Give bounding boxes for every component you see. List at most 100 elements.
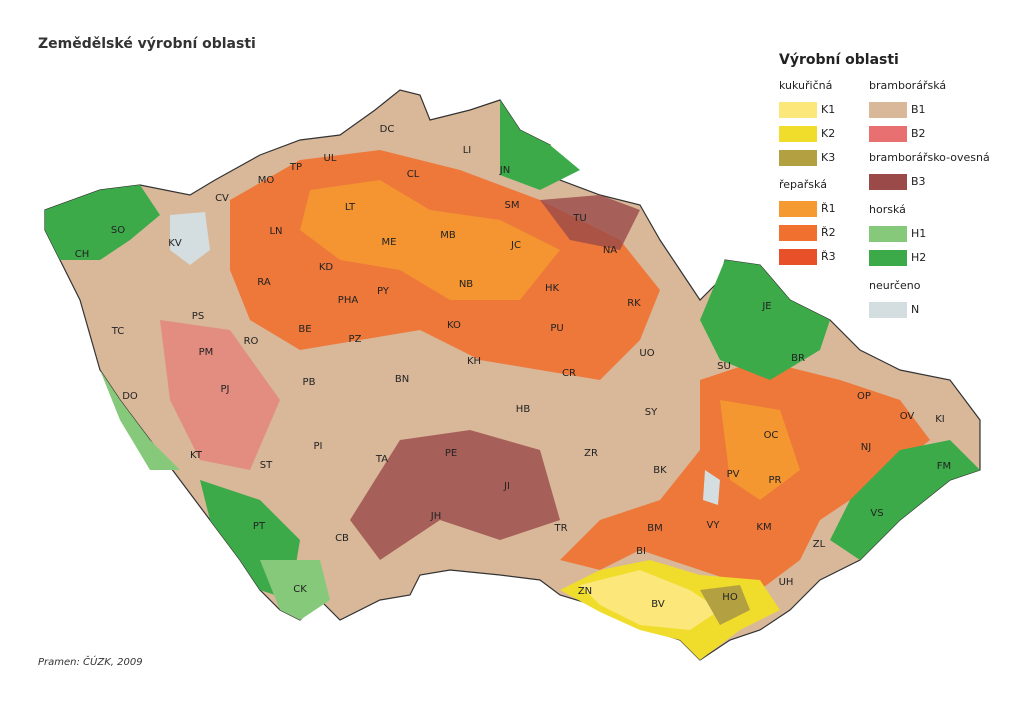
legend-item-label: H2 bbox=[911, 251, 926, 264]
district-label: SM bbox=[505, 200, 520, 211]
legend-swatch bbox=[779, 225, 817, 241]
district-label: TP bbox=[289, 162, 302, 173]
district-label: CL bbox=[407, 169, 420, 180]
district-label: NJ bbox=[861, 442, 871, 453]
legend-swatch bbox=[779, 150, 817, 166]
region-area bbox=[160, 320, 280, 470]
district-label: CR bbox=[562, 368, 576, 379]
legend-group-label: řepařská bbox=[779, 178, 827, 191]
legend-swatch bbox=[869, 250, 907, 266]
legend-group-label: horská bbox=[869, 203, 906, 216]
region-area bbox=[580, 570, 720, 630]
district-label: PM bbox=[199, 347, 214, 358]
district-label: UL bbox=[324, 153, 337, 164]
region-area bbox=[100, 370, 180, 470]
district-label: CK bbox=[293, 584, 307, 595]
district-label: CH bbox=[75, 249, 90, 260]
legend-swatch bbox=[779, 249, 817, 265]
district-label: RA bbox=[257, 277, 271, 288]
legend-item-label: B2 bbox=[911, 127, 926, 140]
legend-item-label: N bbox=[911, 303, 919, 316]
legend-swatch bbox=[869, 126, 907, 142]
district-label: OC bbox=[764, 430, 779, 441]
district-label: PZ bbox=[349, 334, 362, 345]
district-label: CB bbox=[335, 533, 349, 544]
district-label: HO bbox=[722, 592, 738, 603]
legend-item-label: B3 bbox=[911, 175, 926, 188]
district-label: JE bbox=[761, 301, 771, 312]
district-label: BI bbox=[636, 546, 646, 557]
legend-title: Výrobní oblasti bbox=[779, 52, 899, 68]
region-area bbox=[350, 430, 560, 560]
district-label: KO bbox=[447, 320, 461, 331]
legend-swatch bbox=[779, 102, 817, 118]
district-label: PI bbox=[314, 441, 323, 452]
region-area bbox=[540, 195, 640, 250]
region-area bbox=[500, 100, 580, 190]
district-label: BN bbox=[395, 374, 409, 385]
legend-item-label: K3 bbox=[821, 151, 835, 164]
legend-swatch bbox=[869, 174, 907, 190]
legend-item-label: Ř3 bbox=[821, 250, 836, 263]
district-label: OP bbox=[857, 391, 871, 402]
region-area bbox=[700, 260, 830, 380]
district-label: BM bbox=[647, 523, 663, 534]
district-label: PY bbox=[377, 286, 390, 297]
district-label: TC bbox=[111, 326, 125, 337]
legend-swatch bbox=[779, 201, 817, 217]
district-label: PB bbox=[303, 377, 316, 388]
district-label: UH bbox=[779, 577, 794, 588]
legend-swatch bbox=[869, 102, 907, 118]
region-area bbox=[45, 185, 160, 260]
district-label: SY bbox=[645, 407, 658, 418]
legend-item-label: H1 bbox=[911, 227, 926, 240]
legend-swatch bbox=[869, 302, 907, 318]
district-label: ME bbox=[382, 237, 397, 248]
district-label: UO bbox=[639, 348, 654, 359]
district-label: ZL bbox=[813, 539, 826, 550]
district-label: ZN bbox=[578, 586, 592, 597]
legend-swatch bbox=[869, 226, 907, 242]
district-label: PHA bbox=[338, 295, 359, 306]
district-label: KI bbox=[935, 414, 945, 425]
district-label: LI bbox=[463, 145, 472, 156]
legend-item-label: K2 bbox=[821, 127, 835, 140]
district-label: TA bbox=[375, 454, 388, 465]
map-title: Zemědělské výrobní oblasti bbox=[38, 36, 256, 52]
district-label: VY bbox=[707, 520, 721, 531]
district-labels: DC LI JN UL TP MO CL CV LT SM TU SO KV CH LN ME MB JC NA KD… bbox=[75, 124, 951, 610]
legend-item-label: Ř2 bbox=[821, 226, 836, 239]
legend-item-label: Ř1 bbox=[821, 202, 836, 215]
district-label: JC bbox=[510, 240, 521, 251]
district-label: FM bbox=[937, 461, 951, 472]
region-area bbox=[260, 560, 330, 620]
region-area bbox=[300, 180, 560, 300]
district-label: CV bbox=[215, 193, 229, 204]
legend-group-label: bramborářsko-ovesná bbox=[869, 151, 990, 164]
source-note: Pramen: ČÚZK, 2009 bbox=[38, 655, 143, 668]
district-label: BK bbox=[653, 465, 667, 476]
district-label: KM bbox=[756, 522, 771, 533]
district-label: SO bbox=[111, 225, 125, 236]
district-label: HK bbox=[545, 283, 560, 294]
region-area bbox=[703, 470, 720, 505]
district-label: VS bbox=[870, 508, 883, 519]
district-label: DO bbox=[122, 391, 138, 402]
district-label: LT bbox=[345, 202, 356, 213]
district-label: DC bbox=[380, 124, 395, 135]
district-label: BV bbox=[651, 599, 665, 610]
legend-item-label: B1 bbox=[911, 103, 926, 116]
district-label: TU bbox=[572, 213, 586, 224]
legend-group-label: bramborářská bbox=[869, 79, 946, 92]
district-label: MO bbox=[258, 175, 275, 186]
district-label: SU bbox=[717, 361, 731, 372]
legend-item-label: K1 bbox=[821, 103, 835, 116]
region-area bbox=[830, 440, 980, 560]
district-label: KH bbox=[467, 356, 481, 367]
district-label: RK bbox=[627, 298, 641, 309]
district-label: ST bbox=[260, 460, 273, 471]
legend-group-label: neurčeno bbox=[869, 279, 921, 292]
map bbox=[44, 89, 981, 661]
legend-swatch bbox=[779, 126, 817, 142]
